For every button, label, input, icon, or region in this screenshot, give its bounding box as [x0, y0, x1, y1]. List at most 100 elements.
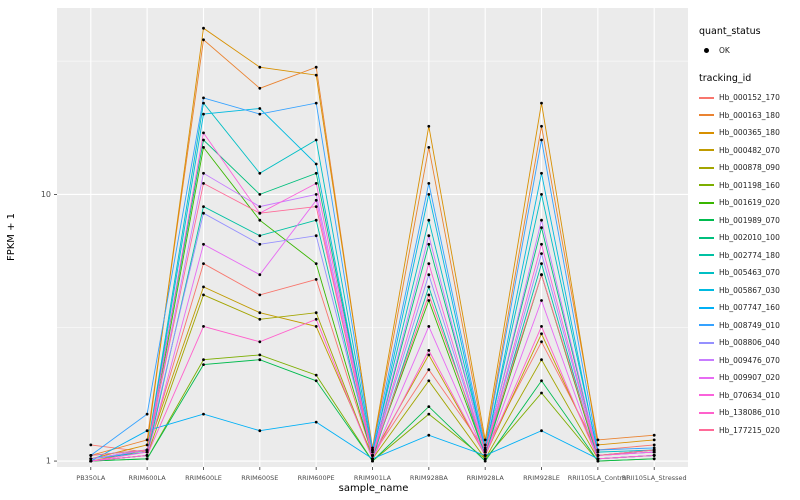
data-point [427, 124, 431, 128]
data-point [483, 446, 487, 450]
data-point [427, 234, 431, 238]
data-point [314, 218, 318, 222]
data-point [258, 218, 262, 222]
x-axis-title: sample_name [338, 483, 409, 494]
data-point [427, 182, 431, 185]
legend-item: Hb_005463_070 [699, 266, 799, 279]
legend-label: Hb_005463_070 [719, 268, 780, 277]
legend-label: Hb_070634_010 [719, 390, 780, 400]
legend-swatch [699, 306, 714, 309]
legend-swatch [699, 429, 714, 431]
data-point [258, 107, 262, 110]
legend-swatch [699, 149, 714, 151]
legend-item: Hb_005867_030 [699, 284, 799, 297]
data-point [652, 448, 656, 452]
x-tick-label: RRIM928BA [410, 474, 448, 482]
data-point [540, 124, 543, 128]
data-point [314, 65, 318, 69]
data-point [540, 358, 543, 362]
legend-swatch [699, 394, 714, 396]
data-point [652, 446, 656, 450]
data-point [314, 182, 318, 185]
x-tick-label: RRIM600LE [185, 474, 222, 482]
data-point [652, 433, 656, 437]
data-point [540, 379, 543, 383]
data-point [596, 450, 600, 454]
data-point [314, 379, 318, 383]
legend-item: Hb_007747_160 [699, 301, 799, 314]
legend-title-tracking-id: tracking_id [699, 73, 752, 84]
legend-item: Hb_001619_020 [699, 196, 799, 209]
legend-item: Hb_000163_180 [699, 109, 799, 122]
data-point [427, 218, 431, 222]
data-point [202, 242, 205, 246]
legend-item: Hb_008749_010 [699, 319, 799, 332]
data-point [427, 325, 431, 328]
legend-swatch [699, 114, 714, 116]
point-marker-icon [704, 48, 709, 53]
data-point [258, 340, 262, 344]
data-point [427, 349, 431, 352]
data-point [427, 242, 431, 246]
data-point [202, 211, 205, 215]
data-point [145, 457, 149, 461]
data-point [483, 448, 487, 452]
data-point [202, 101, 205, 105]
data-point [483, 459, 487, 463]
legend-item: Hb_001198_160 [699, 179, 799, 192]
data-point [314, 262, 318, 265]
legend-swatch [699, 341, 714, 344]
data-point [652, 438, 656, 442]
legend-item: Hb_009476_070 [699, 354, 799, 367]
legend-item: Hb_001989_070 [699, 214, 799, 227]
data-point [258, 429, 262, 433]
data-point [89, 457, 93, 461]
legend-label: OK [719, 46, 730, 55]
legend-swatch [699, 271, 714, 274]
x-tick-label: RRIM901LA [354, 474, 392, 482]
data-point [202, 262, 205, 265]
data-point [371, 450, 374, 454]
data-point [202, 131, 205, 135]
data-point [202, 285, 205, 289]
legend-item-ok: OK [699, 44, 799, 57]
legend-item: Hb_000878_090 [699, 161, 799, 174]
legend-label: Hb_002774_180 [719, 250, 780, 260]
data-point [314, 325, 318, 328]
data-point [145, 438, 149, 442]
data-point [540, 242, 543, 246]
data-point [427, 412, 431, 416]
legend-swatch [699, 411, 714, 414]
legend-label: Hb_007747_160 [719, 303, 780, 312]
data-point [258, 234, 262, 238]
legend-label: Hb_001989_070 [719, 215, 780, 225]
data-point [652, 450, 656, 454]
data-point [314, 317, 318, 321]
data-point [652, 454, 656, 457]
data-point [89, 459, 93, 463]
data-point [483, 443, 487, 447]
plot-area: 1 10 PB350LA RRIM600LA RRIM600LE RRIM600SE RRI… [41, 8, 688, 482]
data-point [145, 454, 149, 457]
data-point [427, 285, 431, 289]
legend-label: Hb_001619_020 [719, 198, 780, 207]
data-point [483, 450, 487, 454]
data-point [89, 443, 93, 447]
data-point [202, 38, 205, 42]
legend-label: Hb_008749_010 [719, 320, 780, 330]
legend-swatch [699, 359, 714, 361]
x-tick-label: RRIM928LA [467, 474, 505, 482]
data-point [258, 242, 262, 246]
data-point [314, 234, 318, 238]
data-point [427, 146, 431, 149]
data-point [258, 353, 262, 357]
data-point [596, 454, 600, 457]
legend-tracking-items: Hb_000152_170 Hb_000163_180 Hb_000365_180 H… [699, 91, 799, 437]
data-point [652, 443, 656, 447]
data-point [258, 358, 262, 362]
data-point [202, 412, 205, 416]
data-point [427, 193, 431, 196]
legend-label: Hb_001198_160 [719, 180, 780, 190]
data-point [540, 218, 543, 222]
data-point [202, 293, 205, 297]
